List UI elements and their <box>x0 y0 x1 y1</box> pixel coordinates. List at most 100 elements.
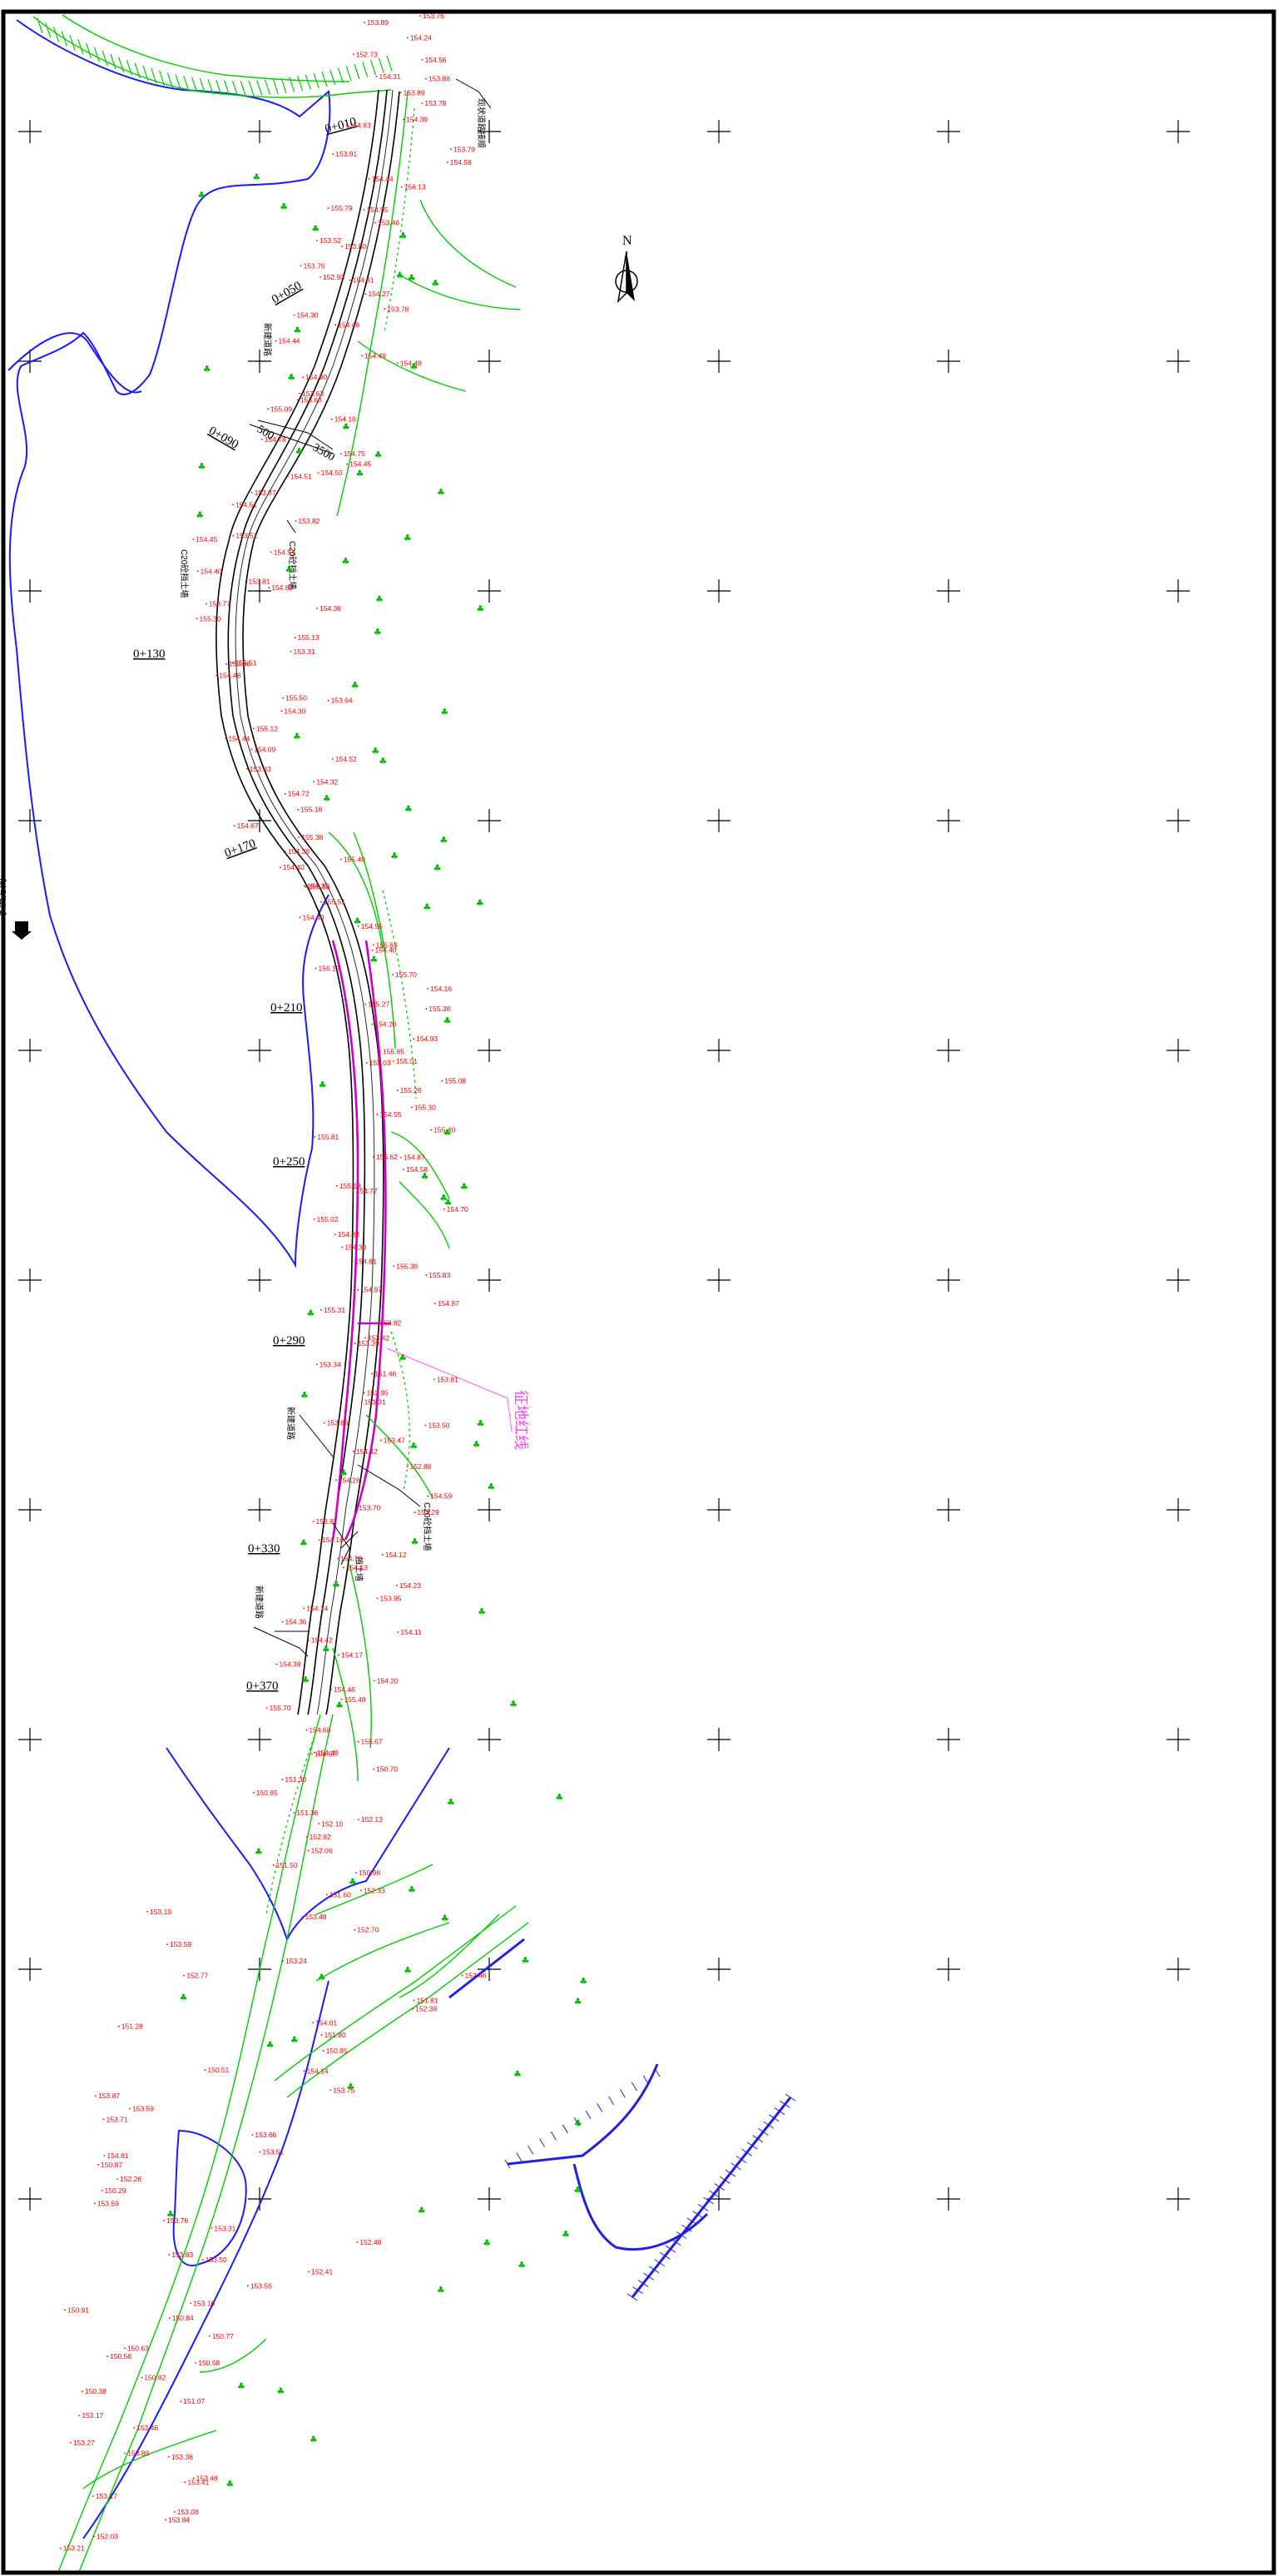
elevation-point: 154.48 <box>215 672 241 680</box>
svg-text:152.41: 152.41 <box>311 2267 333 2276</box>
grid-cross-icon <box>937 809 960 832</box>
grid-cross-icon <box>478 1039 501 1062</box>
tree-icon: ♣ <box>311 223 320 234</box>
tree-icon: ♣ <box>335 1700 344 1711</box>
tree-icon: ♣ <box>255 1847 263 1858</box>
tree-icon: ♣ <box>290 2035 299 2046</box>
elevation-point: 152.13 <box>358 1815 383 1824</box>
elevation-point: 156.12 <box>315 964 340 972</box>
svg-text:151.50: 151.50 <box>276 1861 298 1869</box>
tree-icon: ♣ <box>319 1080 327 1090</box>
svg-text:155.30: 155.30 <box>414 1103 436 1111</box>
grid-cross-icon <box>478 809 501 832</box>
svg-text:152.95: 152.95 <box>367 1388 389 1397</box>
grid-cross-icon <box>707 1958 731 1981</box>
elevation-point: 153.24 <box>282 1957 307 1965</box>
station-label: 0+330 <box>248 1542 280 1556</box>
wall-label-1: C20砼挡土墙 <box>179 549 190 598</box>
top-road-label: 现状道路接顺 <box>476 98 487 148</box>
elevation-point: 153.91 <box>332 150 357 158</box>
tree-icon: ♣ <box>399 1353 407 1363</box>
tree-icon: ♣ <box>354 916 362 926</box>
svg-text:153.17: 153.17 <box>96 2492 117 2500</box>
elevation-point: 154.50 <box>317 469 343 477</box>
svg-text:154.81: 154.81 <box>353 275 374 284</box>
elevation-point: 155.83 <box>425 1271 451 1279</box>
tree-symbols: ♣ ♣ ♣ ♣ ♣ ♣ ♣ ♣ ♣ ♣ ♣ ♣ ♣ ♣ ♣ ♣ ♣ ♣ ♣ ♣ ♣ ♣ ♣ ♣ ♣ ♣ ♣ ♣ ♣ ♣ ♣ ♣ ♣ ♣ ♣ ♣ ♣ ♣ ♣ ♣… <box>166 172 587 2490</box>
grid-cross-icon <box>248 579 271 603</box>
elevation-point: 154.93 <box>413 1035 438 1043</box>
grid-cross-icon <box>707 1728 731 1751</box>
elevation-point: 155.18 <box>297 806 322 814</box>
tree-icon: ♣ <box>555 1792 563 1803</box>
elevation-point: 154.30 <box>341 1243 367 1252</box>
elevation-point: 151.30 <box>281 1775 307 1784</box>
elevation-point: 154.95 <box>363 206 389 214</box>
svg-text:154.78: 154.78 <box>265 435 286 444</box>
grid-cross-icon <box>937 579 960 603</box>
elevation-point: 154.44 <box>368 175 394 183</box>
svg-text:153.46: 153.46 <box>136 2424 158 2432</box>
svg-text:154.57: 154.57 <box>315 1750 336 1758</box>
elevation-point: 154.39 <box>403 115 428 123</box>
svg-text:154.40: 154.40 <box>283 863 305 871</box>
svg-text:150.51: 150.51 <box>207 2066 229 2074</box>
svg-text:155.02: 155.02 <box>317 1215 339 1223</box>
elevation-point: 153.42 <box>364 1334 389 1343</box>
svg-text:154.51: 154.51 <box>235 500 257 509</box>
svg-text:151.80: 151.80 <box>324 2031 346 2039</box>
svg-text:153.48: 153.48 <box>196 2474 218 2482</box>
grid-cross-icon <box>248 1039 271 1062</box>
wall-label-2: C20砼挡土墙 <box>287 541 298 589</box>
elevation-point: 154.31 <box>375 72 401 81</box>
svg-text:152.77: 152.77 <box>186 1971 208 1979</box>
svg-text:154.13: 154.13 <box>346 1563 368 1571</box>
svg-text:154.83: 154.83 <box>349 122 371 130</box>
tree-icon: ♣ <box>487 1482 495 1492</box>
elevation-point: 152.77 <box>183 1971 208 1979</box>
elevation-point: 150.82 <box>141 2374 166 2382</box>
tree-icon: ♣ <box>441 1913 449 1924</box>
tree-icon: ♣ <box>437 487 445 498</box>
elevation-point: 152.26 <box>116 2175 141 2183</box>
elevation-point: 154.16 <box>318 1536 344 1544</box>
svg-text:155.58: 155.58 <box>309 883 330 891</box>
tree-icon: ♣ <box>439 835 448 846</box>
svg-text:153.81: 153.81 <box>248 578 270 586</box>
station-label: 0+290 <box>273 1334 305 1348</box>
tree-icon: ♣ <box>196 510 204 521</box>
elevation-point: 154.20 <box>371 1020 397 1029</box>
svg-text:153.47: 153.47 <box>384 1437 405 1445</box>
elevation-point: 154.68 <box>305 1726 331 1735</box>
svg-text:154.24: 154.24 <box>410 33 432 42</box>
svg-text:151.30: 151.30 <box>285 1775 306 1784</box>
svg-text:154.87: 154.87 <box>404 1154 425 1162</box>
grid-cross-icon <box>1167 1268 1190 1292</box>
svg-text:154.32: 154.32 <box>316 777 338 786</box>
elevation-point: 150.84 <box>168 2314 194 2322</box>
elevation-point: 154.40 <box>299 913 324 921</box>
svg-text:155.83: 155.83 <box>428 1271 450 1279</box>
elevation-point: 152.73 <box>352 50 378 58</box>
svg-text:150.84: 150.84 <box>172 2314 194 2322</box>
svg-text:154.14: 154.14 <box>306 1604 328 1612</box>
elevation-point: 153.36 <box>168 2453 193 2461</box>
river-lower-channel <box>166 1747 450 1942</box>
top-embankment <box>32 14 393 98</box>
elevation-point: 154.26 <box>335 1476 360 1484</box>
elevation-point: 154.40 <box>196 567 222 575</box>
elevation-point: 153.88 <box>425 75 450 83</box>
grid-cross-icon <box>1167 809 1190 832</box>
elevation-point: 154.24 <box>406 33 432 42</box>
svg-text:154.26: 154.26 <box>339 1476 360 1484</box>
svg-text:152.88: 152.88 <box>410 1462 432 1471</box>
elevation-point: 155.30 <box>196 614 221 623</box>
retaining-wall-inner <box>344 940 387 1541</box>
svg-text:155.51: 155.51 <box>324 897 345 906</box>
svg-text:154.44: 154.44 <box>228 734 250 742</box>
elevation-point: 153.78 <box>384 305 409 313</box>
svg-text:154.48: 154.48 <box>338 320 359 329</box>
grid-cross-icon <box>18 1498 42 1521</box>
elevation-point: 150.58 <box>195 2359 220 2367</box>
elevation-point: 155.70 <box>265 1704 291 1712</box>
